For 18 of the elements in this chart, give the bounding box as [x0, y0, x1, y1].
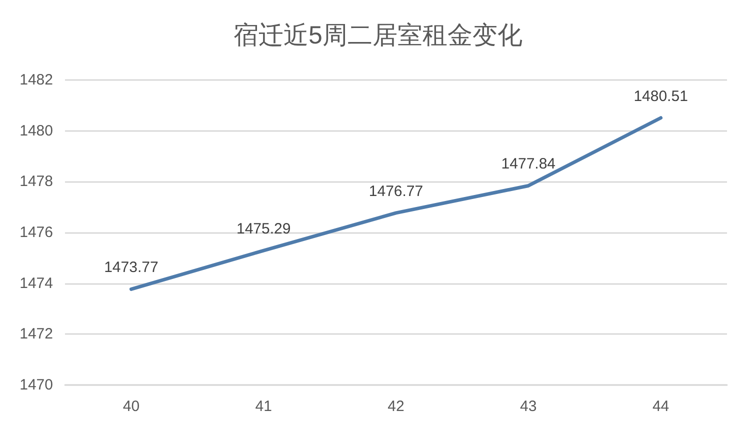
x-tick-label: 44: [652, 398, 670, 415]
x-tick-label: 40: [122, 398, 140, 415]
y-tick-label: 1478: [20, 173, 53, 190]
chart-title: 宿迁近5周二居室租金变化: [234, 22, 522, 50]
y-tick-label: 1482: [20, 72, 53, 88]
data-label: 1473.77: [104, 259, 158, 276]
x-tick-label: 43: [520, 398, 537, 415]
data-label: 1480.51: [634, 88, 688, 105]
data-label: 1475.29: [236, 220, 291, 238]
y-tick-label: 1480: [20, 122, 53, 140]
data-label: 1476.77: [368, 182, 424, 200]
x-tick-label: 41: [255, 398, 272, 415]
y-tick-label: 1476: [20, 224, 53, 241]
data-label: 1477.84: [501, 156, 556, 173]
y-tick-label: 1470: [20, 376, 53, 394]
y-tick-label: 1472: [20, 326, 53, 343]
x-tick-label: 42: [388, 398, 404, 415]
y-tick-label: 1474: [20, 274, 53, 292]
